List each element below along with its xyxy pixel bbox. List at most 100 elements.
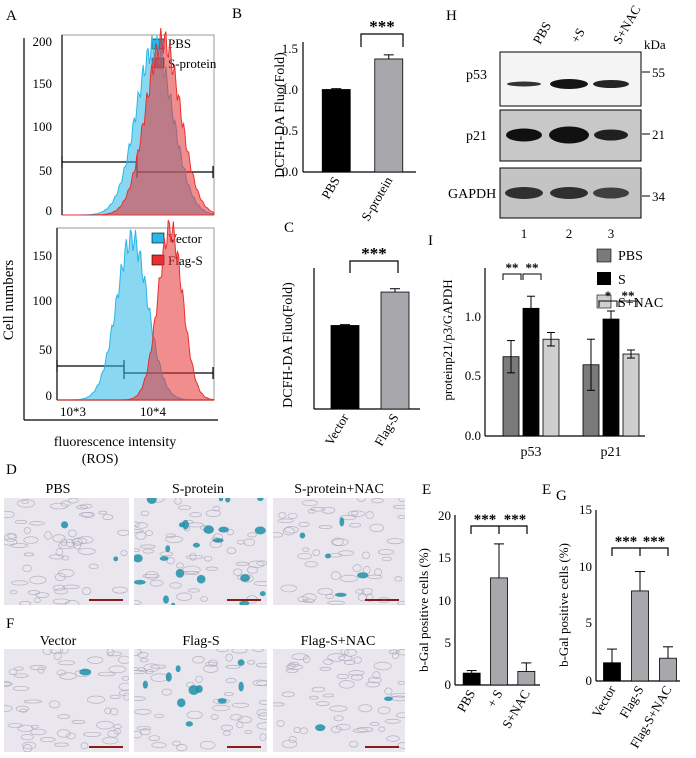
cell-outline (276, 719, 285, 727)
micro-D-sprotein-texture (134, 498, 267, 605)
sa-bgal-stain (315, 724, 326, 732)
histogram-xtick: 10*3 (60, 404, 86, 419)
cell-outline (77, 547, 96, 555)
histogram-top-ytick: 200 (33, 34, 53, 49)
sa-bgal-stain (60, 521, 69, 529)
cell-outline (317, 587, 334, 596)
chart-C: Vector Flag-S (322, 288, 410, 449)
cell-outline (137, 667, 146, 672)
cell-outline (17, 724, 34, 732)
cell-outline (356, 498, 366, 502)
cell-outline (59, 649, 69, 654)
chartG-bar (603, 662, 621, 682)
cell-outline (222, 730, 231, 736)
cell-outline (151, 742, 167, 749)
panel-E-ytick: 10 (438, 593, 451, 608)
chartC-bar (380, 291, 410, 410)
cell-outline (353, 656, 362, 664)
chart-I-bar (522, 307, 540, 437)
histogram-bottom-ytick: 150 (33, 248, 53, 263)
cell-outline (174, 498, 182, 505)
cell-outline (189, 512, 202, 518)
cell-outline (83, 731, 102, 737)
cell-outline (301, 499, 318, 507)
cell-outline (205, 566, 219, 571)
cell-outline (144, 571, 159, 580)
cell-outline (336, 723, 351, 731)
micro-label: Flag-S+NAC (301, 634, 376, 649)
cell-outline (150, 664, 167, 669)
panel-letter-C: C (284, 220, 294, 236)
histogram-top-ytick: 150 (33, 76, 53, 91)
micro-F-nac-texture (273, 649, 405, 749)
cell-outline (212, 704, 230, 712)
cell-outline (13, 666, 25, 671)
cell-outline (23, 527, 31, 534)
cell-outline (148, 735, 161, 741)
blot-band (507, 81, 541, 87)
cell-outline (14, 519, 28, 525)
panel-letter-B: B (232, 6, 242, 22)
histogram-bottom: 150 100 50 0 Vector Flag-S 10*3 10*4 (33, 219, 215, 419)
sa-bgal-stain (257, 498, 264, 502)
histBot-series-area (57, 219, 215, 401)
panel-letter-E: E (422, 482, 431, 498)
sa-bgal-stain (134, 579, 146, 585)
blot-lane-label: PBS (530, 19, 555, 47)
cell-outline (302, 598, 315, 604)
panel-I-sig: ** (526, 260, 539, 275)
sa-bgal-stain (113, 556, 119, 562)
cell-outline (108, 665, 127, 674)
micro-F-vector-texture (4, 649, 129, 752)
blot-band (550, 79, 588, 89)
panel-C-sig: *** (361, 244, 387, 263)
sa-bgal-stain (192, 542, 200, 548)
chartG-bar (631, 590, 649, 682)
cell-outline (112, 586, 128, 594)
cell-outline (66, 732, 76, 740)
cell-outline (315, 701, 330, 706)
cell-outline (280, 584, 297, 593)
cell-outline (134, 548, 141, 552)
cell-outline (225, 678, 237, 684)
sa-bgal-stain (225, 498, 231, 503)
panel-E-ytick: 0 (445, 677, 452, 692)
cell-outline (297, 552, 313, 560)
cell-outline (175, 562, 184, 569)
cell-outline (311, 686, 326, 693)
panel-B-ylabel: DCFH-DA Fluo(Fold) (273, 52, 288, 178)
cell-outline (139, 658, 149, 663)
sa-bgal-stain (165, 545, 171, 553)
cell-outline (390, 693, 405, 698)
micro-label: Vector (40, 634, 77, 649)
cell-outline (322, 693, 335, 698)
panel-I-sig: * (605, 288, 612, 303)
cell-outline (8, 668, 18, 675)
cell-outline (65, 539, 75, 548)
blot-lane-label: S+NAC (610, 3, 644, 47)
micro-F-nac (273, 649, 405, 752)
cell-outline (291, 653, 309, 661)
panel-E-ytick: 20 (438, 508, 451, 523)
panel-I-sig-bracket (618, 300, 638, 307)
cell-outline (137, 651, 149, 659)
legend-swatch-I-s (597, 272, 611, 285)
cell-outline (48, 700, 61, 709)
chartE-bar (462, 672, 481, 686)
chart-E: PBS + SS+NAC (454, 543, 536, 731)
blot-lane-number: 1 (521, 226, 528, 241)
cell-outline (140, 510, 150, 517)
cell-outline (30, 724, 39, 729)
cell-outline (53, 651, 62, 661)
panel-E-ytick: 15 (438, 550, 451, 565)
micro-D-sprotein (134, 498, 267, 605)
histogram-xtick: 10*4 (140, 404, 167, 419)
cell-outline (142, 574, 160, 578)
panel-B-ytick: 1.5 (282, 41, 298, 56)
cell-outline (58, 541, 76, 550)
cell-outline (104, 707, 112, 715)
blot-lane-number: 2 (566, 226, 573, 241)
panel-letter-G: G (556, 488, 567, 504)
cell-outline (338, 680, 355, 689)
sa-bgal-stain (185, 721, 193, 727)
